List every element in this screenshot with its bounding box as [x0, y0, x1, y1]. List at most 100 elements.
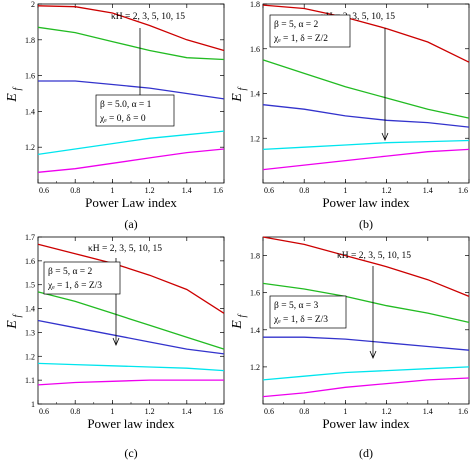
x-tick-label: 1.6	[458, 407, 468, 416]
series-line-4	[262, 366, 470, 381]
series-line-1	[37, 243, 225, 314]
y-tick-label: 1.2	[250, 134, 260, 143]
x-tick-label: 1.2	[145, 407, 155, 416]
y-axis-title: Ef	[230, 87, 248, 103]
series-line-2	[37, 26, 225, 61]
kappa-annotation: κH = 2, 3, 5, 10, 15	[111, 12, 185, 22]
y-tick-label: 1.2	[25, 143, 35, 152]
y-tick-label: 1.2	[25, 352, 35, 361]
series-line-1	[262, 4, 470, 63]
y-tick-label: 1.7	[25, 233, 35, 242]
x-axis-title: Power Law index	[85, 195, 177, 210]
y-axis-title-subscript: f	[237, 87, 248, 91]
y-tick-label: 1.6	[25, 257, 35, 266]
y-tick-label: 1.4	[25, 107, 35, 116]
y-axis-title-subscript: f	[12, 314, 23, 318]
parameter-box	[269, 14, 351, 48]
x-tick-label: 0.6	[264, 407, 274, 416]
series-line-3	[263, 336, 470, 351]
series-line-5	[262, 377, 470, 398]
x-tick-label: 1.6	[213, 407, 223, 416]
y-tick-label: 1.4	[250, 90, 260, 99]
panel-caption: (b)	[359, 217, 373, 231]
parameter-line-1: β = 5, α = 2	[274, 20, 319, 30]
y-axis-title-main: E	[230, 93, 245, 103]
x-tick-label: 1.6	[213, 186, 223, 195]
y-axis-title: Ef	[5, 314, 23, 330]
y-tick-label: 1.8	[250, 0, 260, 9]
series-line-5	[262, 148, 470, 171]
x-tick-label: 1	[110, 186, 114, 195]
y-tick-label: 1.4	[250, 326, 260, 335]
parameter-line-2: χₑ = 1, δ = Z/3	[47, 281, 102, 291]
y-axis-title-subscript: f	[237, 314, 248, 318]
parameter-box	[43, 261, 121, 295]
y-axis-title-main: E	[230, 320, 245, 330]
x-tick-label: 0.6	[39, 407, 49, 416]
series-line-2	[262, 59, 470, 119]
panel-caption: (a)	[124, 217, 137, 231]
arrow-head	[369, 350, 377, 360]
y-axis-title-subscript: f	[12, 87, 23, 91]
x-tick-label: 0.8	[299, 186, 309, 195]
panel-a: 0.6 0.8 1 1.2 1.4 1.6 1.2 1.4 1.6 1.8 2 Power Law i…	[5, 0, 225, 231]
panel-caption: (c)	[124, 446, 137, 460]
y-tick-label: 1.6	[250, 45, 260, 54]
series-line-5	[37, 379, 224, 386]
x-tick-label: 1	[343, 186, 347, 195]
parameter-line-1: β = 5, α = 3	[274, 301, 319, 311]
series-line-3	[262, 104, 470, 128]
y-axis-title-main: E	[5, 320, 20, 330]
series-line-1	[262, 236, 470, 298]
series-line-3	[37, 319, 225, 355]
x-tick-label: 0.6	[264, 186, 274, 195]
series-line-4	[37, 362, 225, 372]
y-axis-title-main: E	[5, 93, 20, 103]
y-tick-label: 1	[31, 400, 35, 409]
y-tick-label: 1.4	[25, 305, 35, 314]
parameter-line-2: χₑ = 0, δ = 0	[99, 114, 146, 124]
series-line-1	[37, 5, 225, 52]
panel-c: 0.6 0.8 1 1.2 1.4 1.6 1 1.1 1.2 1.3 1.4 1.5 1.6 1.7 Po…	[5, 233, 225, 460]
arrow-head	[112, 337, 120, 347]
x-tick-label: 1	[110, 407, 114, 416]
parameter-line-1: β = 5.0, α = 1	[100, 100, 152, 110]
x-axis-title: Power law index	[322, 195, 410, 210]
y-tick-label: 1.5	[25, 281, 35, 290]
y-tick-label: 1.6	[25, 72, 35, 81]
x-tick-label: 1.4	[182, 186, 192, 195]
chart-panels: 0.6 0.8 1 1.2 1.4 1.6 1.2 1.4 1.6 1.8 2 Power Law i…	[5, 0, 470, 460]
x-axis-title: Power law index	[87, 416, 175, 431]
series-line-4	[37, 130, 225, 156]
x-tick-label: 1.6	[458, 186, 468, 195]
y-tick-label: 1.8	[250, 252, 260, 261]
parameter-box	[269, 295, 347, 329]
kappa-annotation: κH = 2, 3, 5, 10, 15	[88, 244, 162, 254]
x-axis-title: Power law index	[322, 416, 410, 431]
x-tick-label: 0.8	[70, 186, 80, 195]
parameter-line-2: χₑ = 1, δ = Z/2	[273, 34, 328, 44]
x-tick-label: 1	[343, 407, 347, 416]
x-tick-label: 0.8	[70, 407, 80, 416]
y-tick-label: 1.2	[250, 363, 260, 372]
parameter-box	[95, 94, 175, 127]
x-tick-label: 1.2	[145, 186, 155, 195]
x-tick-label: 1.2	[382, 407, 392, 416]
y-tick-label: 1.3	[25, 328, 35, 337]
x-tick-label: 1.4	[182, 407, 192, 416]
y-tick-label: 1.8	[25, 36, 35, 45]
panel-b: 0.6 0.8 1 1.2 1.4 1.6 1.2 1.4 1.6 1.8 Power law in…	[230, 0, 470, 231]
series-line-5	[37, 148, 225, 173]
x-tick-label: 1.4	[423, 186, 433, 195]
x-tick-label: 0.8	[299, 407, 309, 416]
y-axis-title: Ef	[230, 314, 248, 330]
y-tick-label: 1.6	[250, 289, 260, 298]
kappa-annotation: κH = 2, 3, 5, 10, 15	[337, 251, 411, 261]
parameter-line-2: χₑ = 1, δ = Z/3	[273, 315, 328, 325]
series-line-2	[37, 291, 225, 350]
series-line-4	[262, 139, 470, 151]
x-tick-label: 0.6	[39, 186, 49, 195]
y-tick-label: 2	[31, 0, 35, 9]
panel-d: 0.6 0.8 1 1.2 1.4 1.6 1.2 1.4 1.6 1.8 Power law in…	[230, 236, 470, 460]
